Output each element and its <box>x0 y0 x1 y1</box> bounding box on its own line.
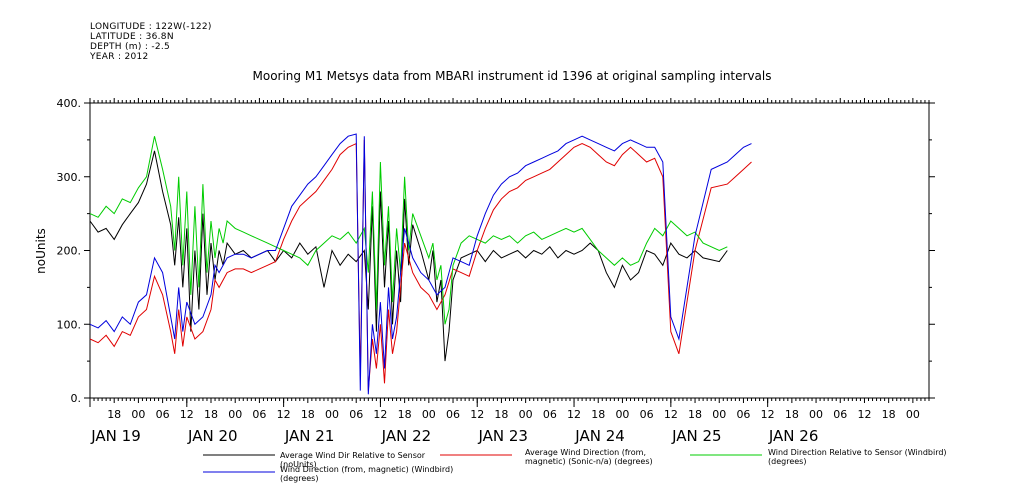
series-line-1 <box>89 150 728 362</box>
series-group <box>89 133 752 395</box>
y-axis: 0. 100. 200. 300. 400. <box>57 97 935 405</box>
x-hour-label: 12 <box>857 408 871 421</box>
x-day-label: JAN 25 <box>671 427 722 445</box>
x-day-label: JAN 22 <box>381 427 432 445</box>
x-hour-label: 06 <box>543 408 557 421</box>
chart-title: Mooring M1 Metsys data from MBARI instru… <box>253 69 772 83</box>
y-tick-label: 100. <box>57 318 82 331</box>
x-hour-label: 06 <box>252 408 266 421</box>
y-tick-label: 0. <box>71 392 82 405</box>
x-hour-label: 12 <box>373 408 387 421</box>
x-hour-label: 06 <box>156 408 170 421</box>
series-line-3 <box>89 136 728 325</box>
x-hour-label: 12 <box>664 408 678 421</box>
x-hour-label: 18 <box>494 408 508 421</box>
x-day-label: JAN 24 <box>574 427 625 445</box>
x-hour-label: 06 <box>640 408 654 421</box>
x-hour-label: 18 <box>204 408 218 421</box>
x-hour-label: 18 <box>398 408 412 421</box>
x-hour-label: 18 <box>688 408 702 421</box>
x-hour-label: 12 <box>761 408 775 421</box>
y-axis-label: noUnits <box>34 228 48 274</box>
legend-label-2: Average Wind Direction (from, magnetic) (… <box>525 448 653 466</box>
x-day-label: JAN 26 <box>768 427 819 445</box>
x-hour-label: 18 <box>591 408 605 421</box>
x-hour-label: 06 <box>736 408 750 421</box>
depth-label: DEPTH (m) : -2.5 <box>90 42 171 52</box>
x-hour-label: 00 <box>325 408 339 421</box>
y-tick-label: 300. <box>57 171 82 184</box>
legend-label-3: Wind Direction Relative to Sensor (Windb… <box>768 448 947 466</box>
y-tick-label: 400. <box>57 97 82 110</box>
x-hour-label: 00 <box>228 408 242 421</box>
x-hour-label: 00 <box>712 408 726 421</box>
x-hour-label: 00 <box>422 408 436 421</box>
x-hour-label: 00 <box>519 408 533 421</box>
x-hour-label: 00 <box>809 408 823 421</box>
x-day-label: JAN 23 <box>477 427 528 445</box>
series-line-2 <box>89 139 752 391</box>
metadata-block: LONGITUDE : 122W(-122) LATITUDE : 36.8N … <box>90 22 212 62</box>
legend-label-4: Wind Direction (from, magnetic) (Windbir… <box>280 465 453 483</box>
x-day-label: JAN 19 <box>90 427 141 445</box>
legend: Average Wind Dir Relative to Sensor (noUn… <box>203 448 947 483</box>
x-hour-label: 18 <box>301 408 315 421</box>
x-hour-label: 00 <box>615 408 629 421</box>
x-axis: 18 00 06 12 18 00 06 12 18 00 06 12 18 00 06 12 18 00 06 12… <box>89 98 930 445</box>
x-hour-label: 12 <box>470 408 484 421</box>
x-day-label: JAN 20 <box>187 427 238 445</box>
x-hour-label: 06 <box>833 408 847 421</box>
x-day-label: JAN 21 <box>284 427 335 445</box>
longitude-label: LONGITUDE : 122W(-122) <box>90 22 212 32</box>
legend-label-1: Average Wind Dir Relative to Sensor (noUn… <box>280 451 426 469</box>
series-line-4 <box>89 133 752 395</box>
x-hour-label: 18 <box>107 408 121 421</box>
x-hour-label: 00 <box>906 408 920 421</box>
x-hour-label: 18 <box>882 408 896 421</box>
x-hour-label: 00 <box>131 408 145 421</box>
year-label: YEAR : 2012 <box>90 52 149 62</box>
y-tick-label: 200. <box>57 245 82 258</box>
x-hour-label: 12 <box>180 408 194 421</box>
x-hour-label: 06 <box>446 408 460 421</box>
latitude-label: LATITUDE : 36.8N <box>90 32 174 42</box>
x-hour-label: 18 <box>785 408 799 421</box>
x-hour-label: 06 <box>349 408 363 421</box>
x-hour-label: 12 <box>277 408 291 421</box>
x-hour-label: 12 <box>567 408 581 421</box>
